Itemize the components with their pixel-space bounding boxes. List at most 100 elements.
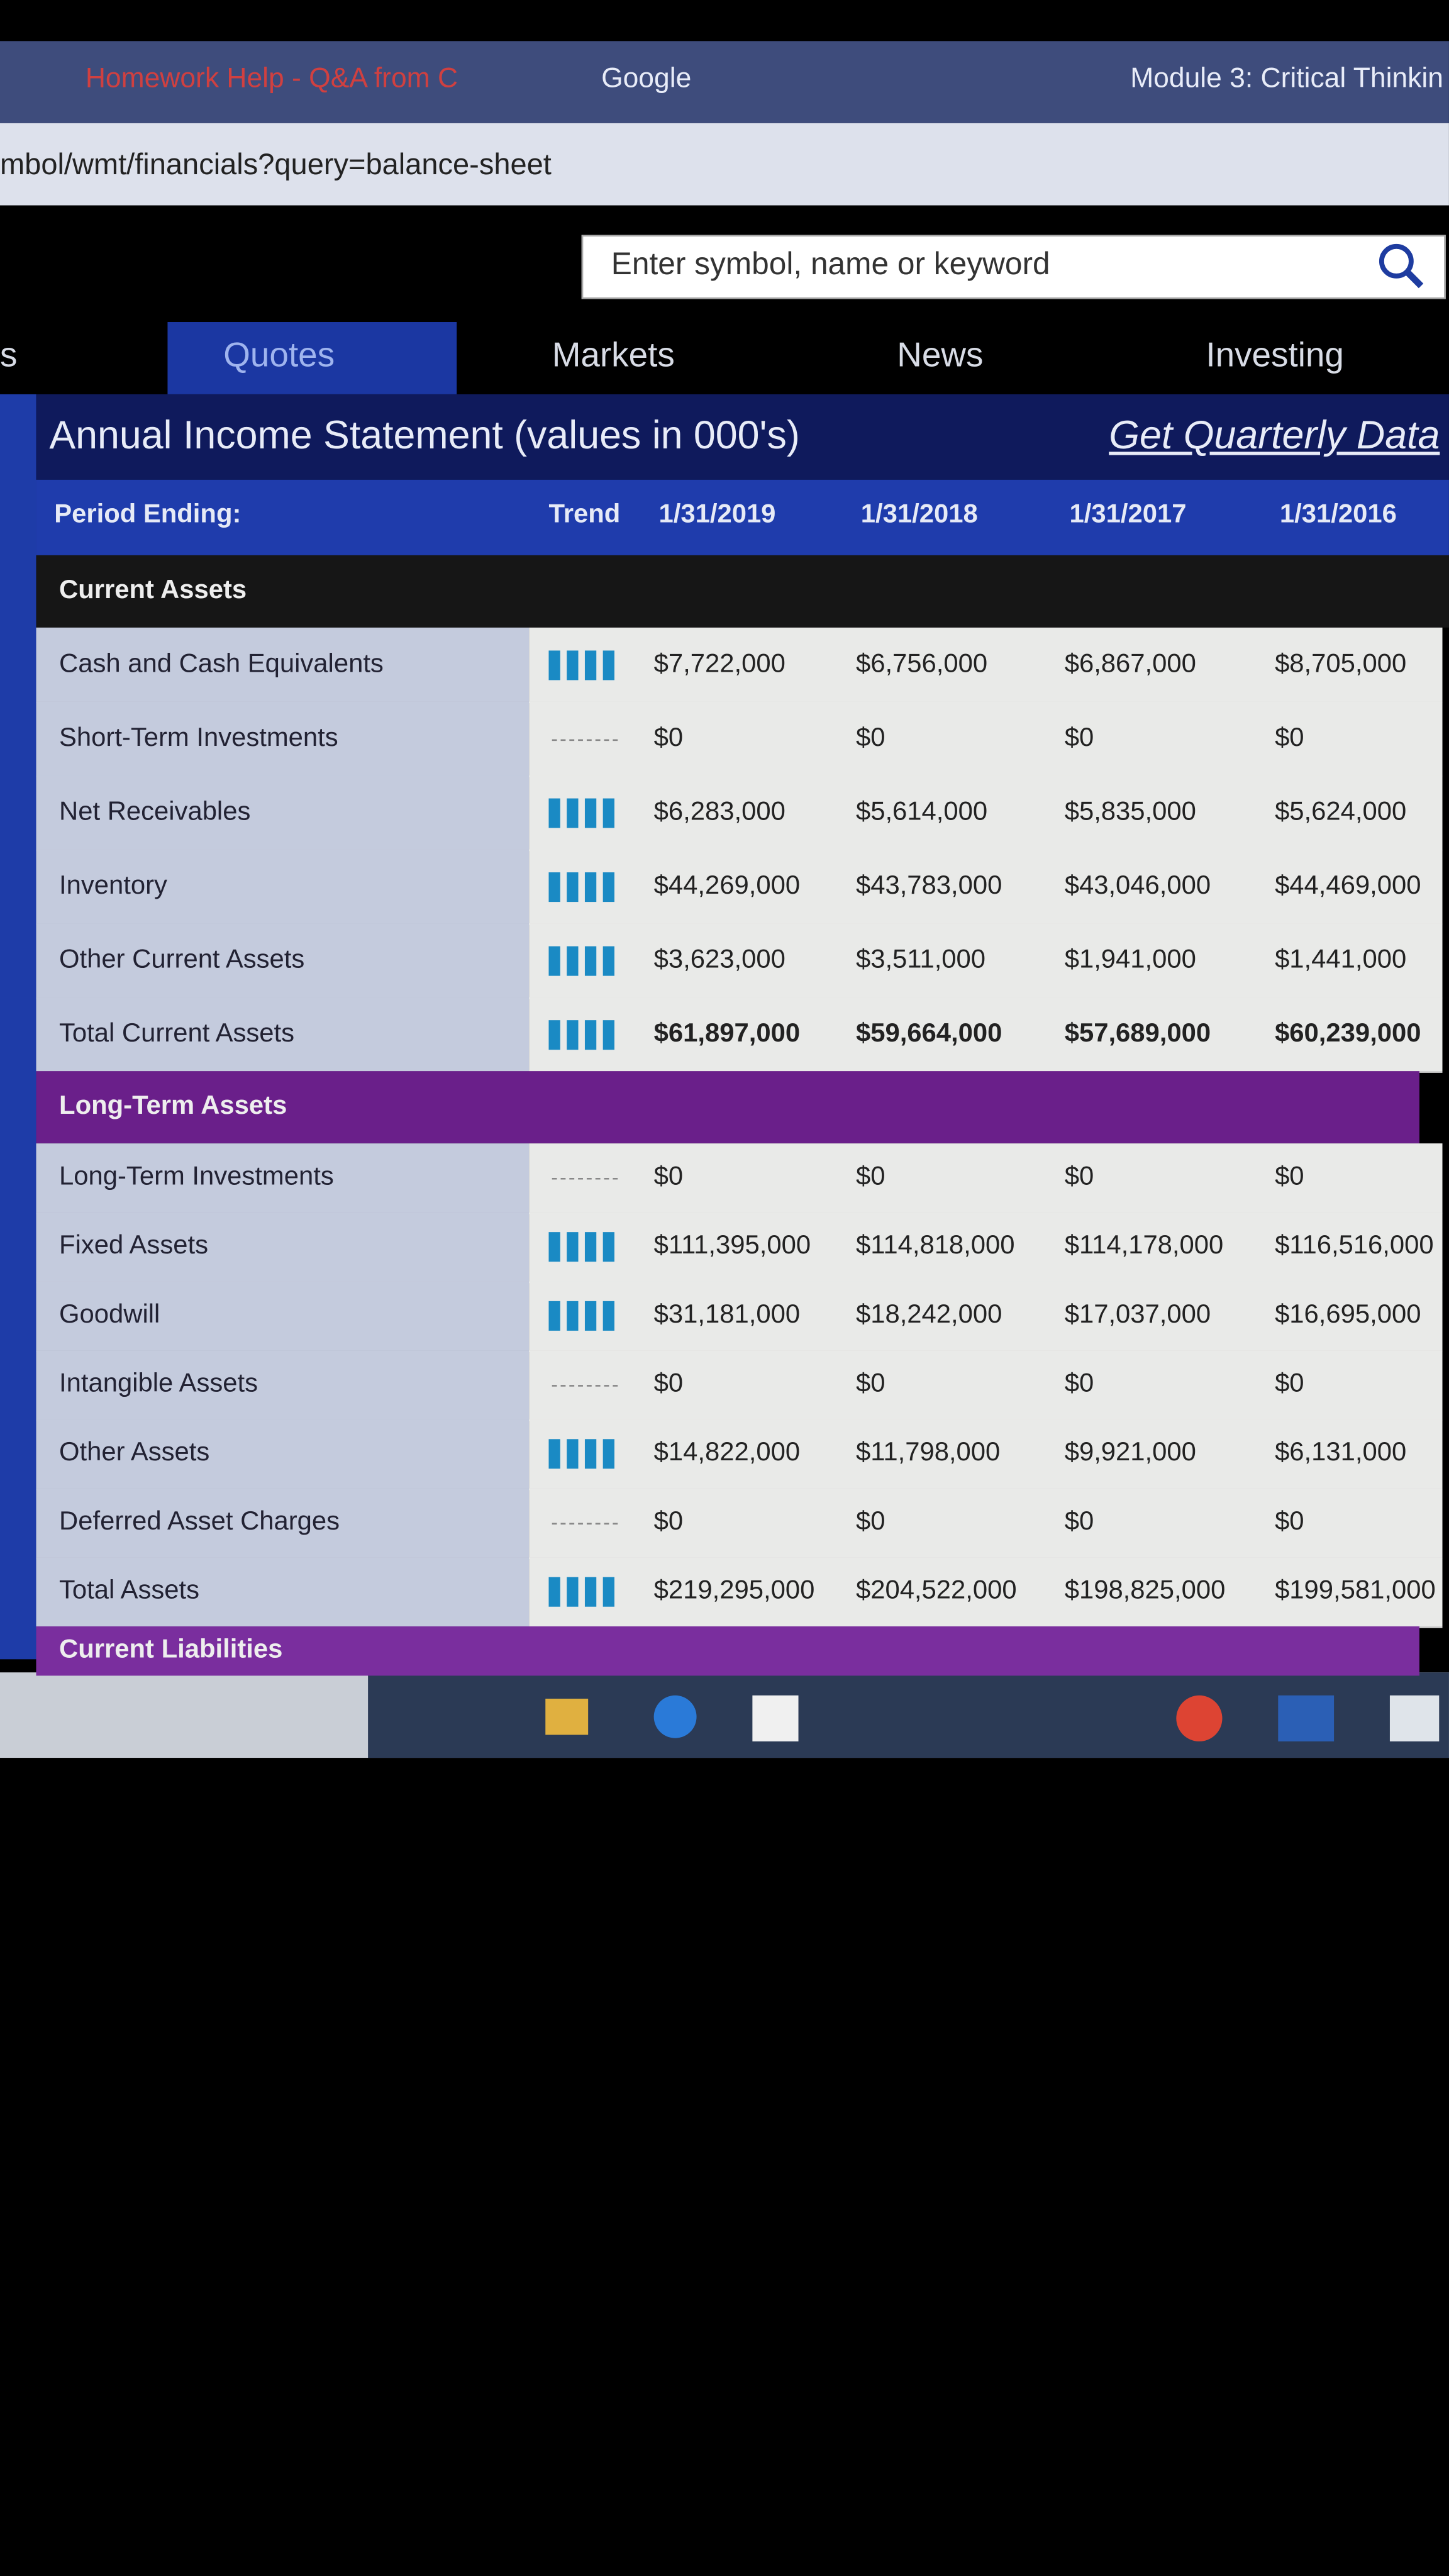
row-value: $198,825,000 xyxy=(1064,1577,1226,1606)
nav-item[interactable]: s xyxy=(0,336,18,375)
row-value: $59,664,000 xyxy=(855,1019,1002,1048)
row-label: Inventory xyxy=(59,871,167,900)
trend-bar xyxy=(602,1019,614,1049)
trend-bar xyxy=(567,871,579,901)
row-value: $43,046,000 xyxy=(1064,871,1211,900)
nav-item[interactable]: Quotes xyxy=(223,336,335,375)
row-value: $219,295,000 xyxy=(653,1577,815,1606)
folder-icon[interactable] xyxy=(545,1699,589,1735)
search-icon[interactable] xyxy=(1374,238,1430,294)
row-value: $0 xyxy=(653,1370,684,1398)
row-label: Long-Term Investments xyxy=(59,1163,334,1191)
nav-item[interactable]: Markets xyxy=(552,336,675,375)
row-value-cell xyxy=(529,997,1443,1073)
trend-bar xyxy=(567,1301,579,1331)
row-value: $0 xyxy=(653,1163,684,1191)
trend-dash xyxy=(552,1385,618,1387)
row-value: $17,037,000 xyxy=(1064,1301,1211,1330)
word-icon[interactable] xyxy=(1278,1695,1335,1741)
row-label-cell xyxy=(36,849,530,925)
trend-bar xyxy=(584,1439,597,1469)
column-header: 1/31/2019 xyxy=(658,501,776,530)
row-value: $0 xyxy=(855,1507,886,1536)
trend-dash xyxy=(552,1177,618,1180)
row-label: Other Current Assets xyxy=(59,945,305,974)
row-value: $0 xyxy=(1275,1163,1304,1191)
store-icon[interactable] xyxy=(752,1695,799,1741)
row-value: $6,283,000 xyxy=(653,797,786,826)
chrome-icon[interactable] xyxy=(1176,1695,1223,1741)
row-value: $44,269,000 xyxy=(653,871,801,900)
row-value-cell xyxy=(529,627,1443,704)
trend-bar xyxy=(548,1439,560,1469)
row-label: Intangible Assets xyxy=(59,1370,258,1398)
search-box[interactable] xyxy=(581,235,1446,299)
row-label: Other Assets xyxy=(59,1439,210,1467)
left-strip xyxy=(0,394,36,1660)
row-value: $0 xyxy=(653,723,684,752)
quarterly-link[interactable]: Get Quarterly Data xyxy=(1109,414,1440,458)
nav-item[interactable]: News xyxy=(897,336,984,375)
row-value: $3,511,000 xyxy=(855,945,986,974)
row-label: Fixed Assets xyxy=(59,1232,208,1260)
title-bar xyxy=(36,394,1449,480)
row-value: $5,835,000 xyxy=(1064,797,1196,826)
row-value: $0 xyxy=(1275,723,1304,752)
row-value: $16,695,000 xyxy=(1275,1301,1421,1330)
row-value: $5,614,000 xyxy=(855,797,988,826)
trend-bar xyxy=(602,945,614,975)
row-value: $0 xyxy=(855,1370,886,1398)
trend-bar xyxy=(567,1577,579,1607)
row-label-cell xyxy=(36,923,530,999)
row-value-cell xyxy=(529,849,1443,925)
row-value: $43,783,000 xyxy=(855,871,1002,900)
edge-icon[interactable] xyxy=(653,1695,697,1738)
column-header: Period Ending: xyxy=(54,501,242,530)
row-value: $0 xyxy=(1275,1370,1304,1398)
row-label-cell xyxy=(36,701,530,777)
row-value: $6,756,000 xyxy=(855,650,988,678)
photos-icon[interactable] xyxy=(1389,1695,1440,1741)
row-value: $5,624,000 xyxy=(1275,797,1407,826)
trend-bar xyxy=(602,797,614,828)
trend-bar xyxy=(602,1577,614,1607)
row-label-cell xyxy=(36,1488,530,1559)
trend-bar xyxy=(567,945,579,975)
trend-bar xyxy=(548,1301,560,1331)
row-label-cell xyxy=(36,1557,530,1628)
search-placeholder: Enter symbol, name or keyword xyxy=(611,248,1050,283)
section-header xyxy=(36,1071,1419,1144)
section-title: Current Liabilities xyxy=(59,1636,283,1665)
url[interactable]: mbol/wmt/financials?query=balance-sheet xyxy=(0,148,552,181)
row-value: $0 xyxy=(1064,1163,1094,1191)
trend-bar xyxy=(567,797,579,828)
trend-bar xyxy=(567,650,579,680)
trend-bar xyxy=(548,1232,560,1262)
row-label: Cash and Cash Equivalents xyxy=(59,650,384,678)
tab-title[interactable]: Google xyxy=(601,62,692,94)
tab-title[interactable]: Homework Help - Q&A from C xyxy=(85,62,458,94)
row-value: $57,689,000 xyxy=(1064,1019,1211,1048)
row-value: $7,722,000 xyxy=(653,650,786,678)
trend-bar xyxy=(602,1232,614,1262)
row-label: Total Current Assets xyxy=(59,1019,295,1048)
section-title: Long-Term Assets xyxy=(59,1092,287,1121)
row-value: $0 xyxy=(653,1507,684,1536)
tab-title[interactable]: Module 3: Critical Thinkin xyxy=(1130,62,1443,94)
nav-item[interactable]: Investing xyxy=(1206,336,1344,375)
row-value: $1,941,000 xyxy=(1064,945,1196,974)
section-header xyxy=(36,555,1449,628)
row-value: $9,921,000 xyxy=(1064,1439,1196,1467)
trend-bar xyxy=(584,871,597,901)
row-value: $0 xyxy=(1275,1507,1304,1536)
row-label-cell xyxy=(36,1281,530,1352)
trend-bar xyxy=(567,1019,579,1049)
column-header: 1/31/2017 xyxy=(1069,501,1187,530)
row-value: $60,239,000 xyxy=(1275,1019,1421,1048)
row-label-cell xyxy=(36,1350,530,1421)
trend-bar xyxy=(602,1301,614,1331)
column-header: 1/31/2018 xyxy=(860,501,978,530)
trend-bar xyxy=(584,1301,597,1331)
trend-bar xyxy=(548,650,560,680)
